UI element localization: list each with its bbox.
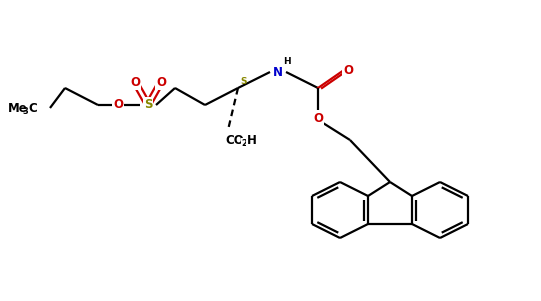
Text: CO: CO — [225, 134, 244, 147]
Text: O: O — [313, 111, 323, 125]
Text: H: H — [283, 57, 291, 67]
Text: O: O — [156, 76, 166, 88]
Text: S: S — [240, 77, 247, 86]
Text: Me: Me — [8, 101, 28, 114]
Text: O: O — [343, 64, 353, 76]
Text: C: C — [28, 101, 37, 114]
Text: 2: 2 — [241, 138, 247, 147]
Text: S: S — [144, 98, 152, 111]
Text: H: H — [247, 134, 257, 147]
Text: 3: 3 — [22, 107, 28, 116]
Text: O: O — [113, 98, 123, 111]
Text: O: O — [130, 76, 140, 88]
Text: N: N — [273, 66, 283, 79]
